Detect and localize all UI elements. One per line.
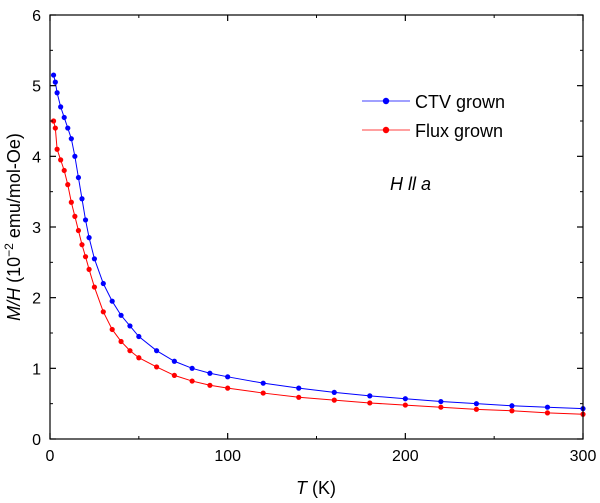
data-point — [72, 153, 78, 159]
series-layer — [50, 72, 586, 417]
data-point — [544, 410, 551, 416]
field-annotation: H ll a — [390, 174, 431, 194]
data-point — [109, 298, 115, 304]
data-point — [136, 333, 142, 340]
series-line — [53, 120, 584, 415]
data-point — [509, 408, 515, 414]
y-axis-prefix: (10 — [4, 257, 24, 288]
data-point — [402, 402, 408, 408]
data-point — [86, 266, 92, 272]
data-point — [154, 348, 160, 354]
data-point — [438, 398, 444, 405]
y-tick-label: 3 — [32, 220, 41, 237]
data-point — [65, 182, 71, 188]
data-point — [86, 235, 92, 241]
ticks-layer: 0 100 200 300 0 1 2 3 4 5 6 — [32, 8, 596, 465]
data-point — [50, 118, 57, 124]
data-point — [100, 309, 106, 315]
data-point — [207, 382, 213, 388]
y-tick-label: 5 — [32, 79, 41, 96]
legend-label-flux: Flux grown — [415, 121, 503, 141]
legend-marker-flux — [382, 126, 390, 134]
data-point — [82, 254, 89, 260]
data-point — [100, 280, 106, 287]
y-tick-label: 6 — [32, 8, 41, 25]
series-1 — [50, 118, 586, 417]
y-axis-variable: M/H — [4, 287, 24, 321]
data-point — [189, 365, 195, 371]
data-point — [118, 312, 124, 318]
data-point — [61, 167, 67, 174]
data-point — [127, 323, 133, 329]
data-point — [52, 125, 58, 131]
x-tick-label: 200 — [392, 448, 419, 465]
x-tick-label: 0 — [46, 448, 55, 465]
data-point — [50, 72, 57, 78]
y-axis-suffix: emu/mol-Oe) — [4, 133, 24, 243]
data-point — [402, 396, 408, 402]
data-point — [79, 196, 85, 202]
legend-label-ctv: CTV grown — [415, 92, 505, 112]
data-point — [79, 242, 85, 248]
data-point — [58, 104, 64, 110]
data-point — [118, 338, 124, 345]
data-point — [225, 374, 231, 380]
data-point — [367, 393, 373, 399]
x-axis-unit: (K) — [307, 478, 336, 498]
data-point — [509, 403, 515, 409]
y-tick-label: 1 — [32, 361, 41, 378]
data-point — [544, 404, 551, 410]
plot-frame — [49, 14, 584, 440]
data-point — [171, 358, 177, 364]
data-point — [65, 125, 71, 131]
x-axis-variable: T — [296, 478, 309, 498]
x-tick-label: 100 — [214, 448, 241, 465]
y-tick-label: 0 — [32, 432, 41, 449]
data-point — [127, 348, 133, 354]
data-point — [296, 385, 302, 391]
data-point — [438, 404, 444, 410]
data-point — [72, 213, 78, 219]
data-point — [54, 90, 60, 96]
data-point — [154, 364, 160, 370]
data-point — [91, 284, 98, 290]
data-point — [54, 146, 60, 152]
data-point — [189, 378, 195, 384]
data-point — [75, 174, 82, 181]
data-point — [260, 390, 266, 396]
data-point — [367, 400, 373, 406]
data-point — [75, 227, 82, 234]
data-point — [207, 370, 213, 376]
y-tick-label: 2 — [32, 291, 41, 308]
x-tick-label: 300 — [570, 448, 597, 465]
data-point — [82, 217, 89, 223]
legend: CTV grown Flux grown — [362, 92, 505, 141]
y-tick-label: 4 — [32, 149, 41, 166]
data-point — [331, 397, 337, 403]
y-axis-label: M/H (10−2 emu/mol-Oe) — [2, 133, 24, 321]
data-point — [225, 385, 231, 391]
data-point — [473, 406, 479, 412]
data-point — [68, 136, 74, 142]
series-0 — [50, 72, 586, 412]
data-point — [331, 389, 337, 395]
data-point — [52, 79, 58, 85]
data-point — [171, 372, 177, 378]
data-point — [58, 157, 64, 163]
y-axis-exponent: −2 — [2, 243, 16, 257]
series-line — [53, 74, 584, 410]
data-point — [91, 256, 98, 262]
data-point — [296, 394, 302, 400]
data-point — [260, 380, 266, 386]
data-point — [61, 114, 67, 121]
x-axis-label: T (K) — [296, 478, 336, 498]
legend-marker-ctv — [382, 97, 390, 105]
data-point — [109, 326, 115, 333]
data-point — [473, 401, 479, 407]
data-point — [136, 355, 142, 361]
data-point — [68, 199, 74, 205]
